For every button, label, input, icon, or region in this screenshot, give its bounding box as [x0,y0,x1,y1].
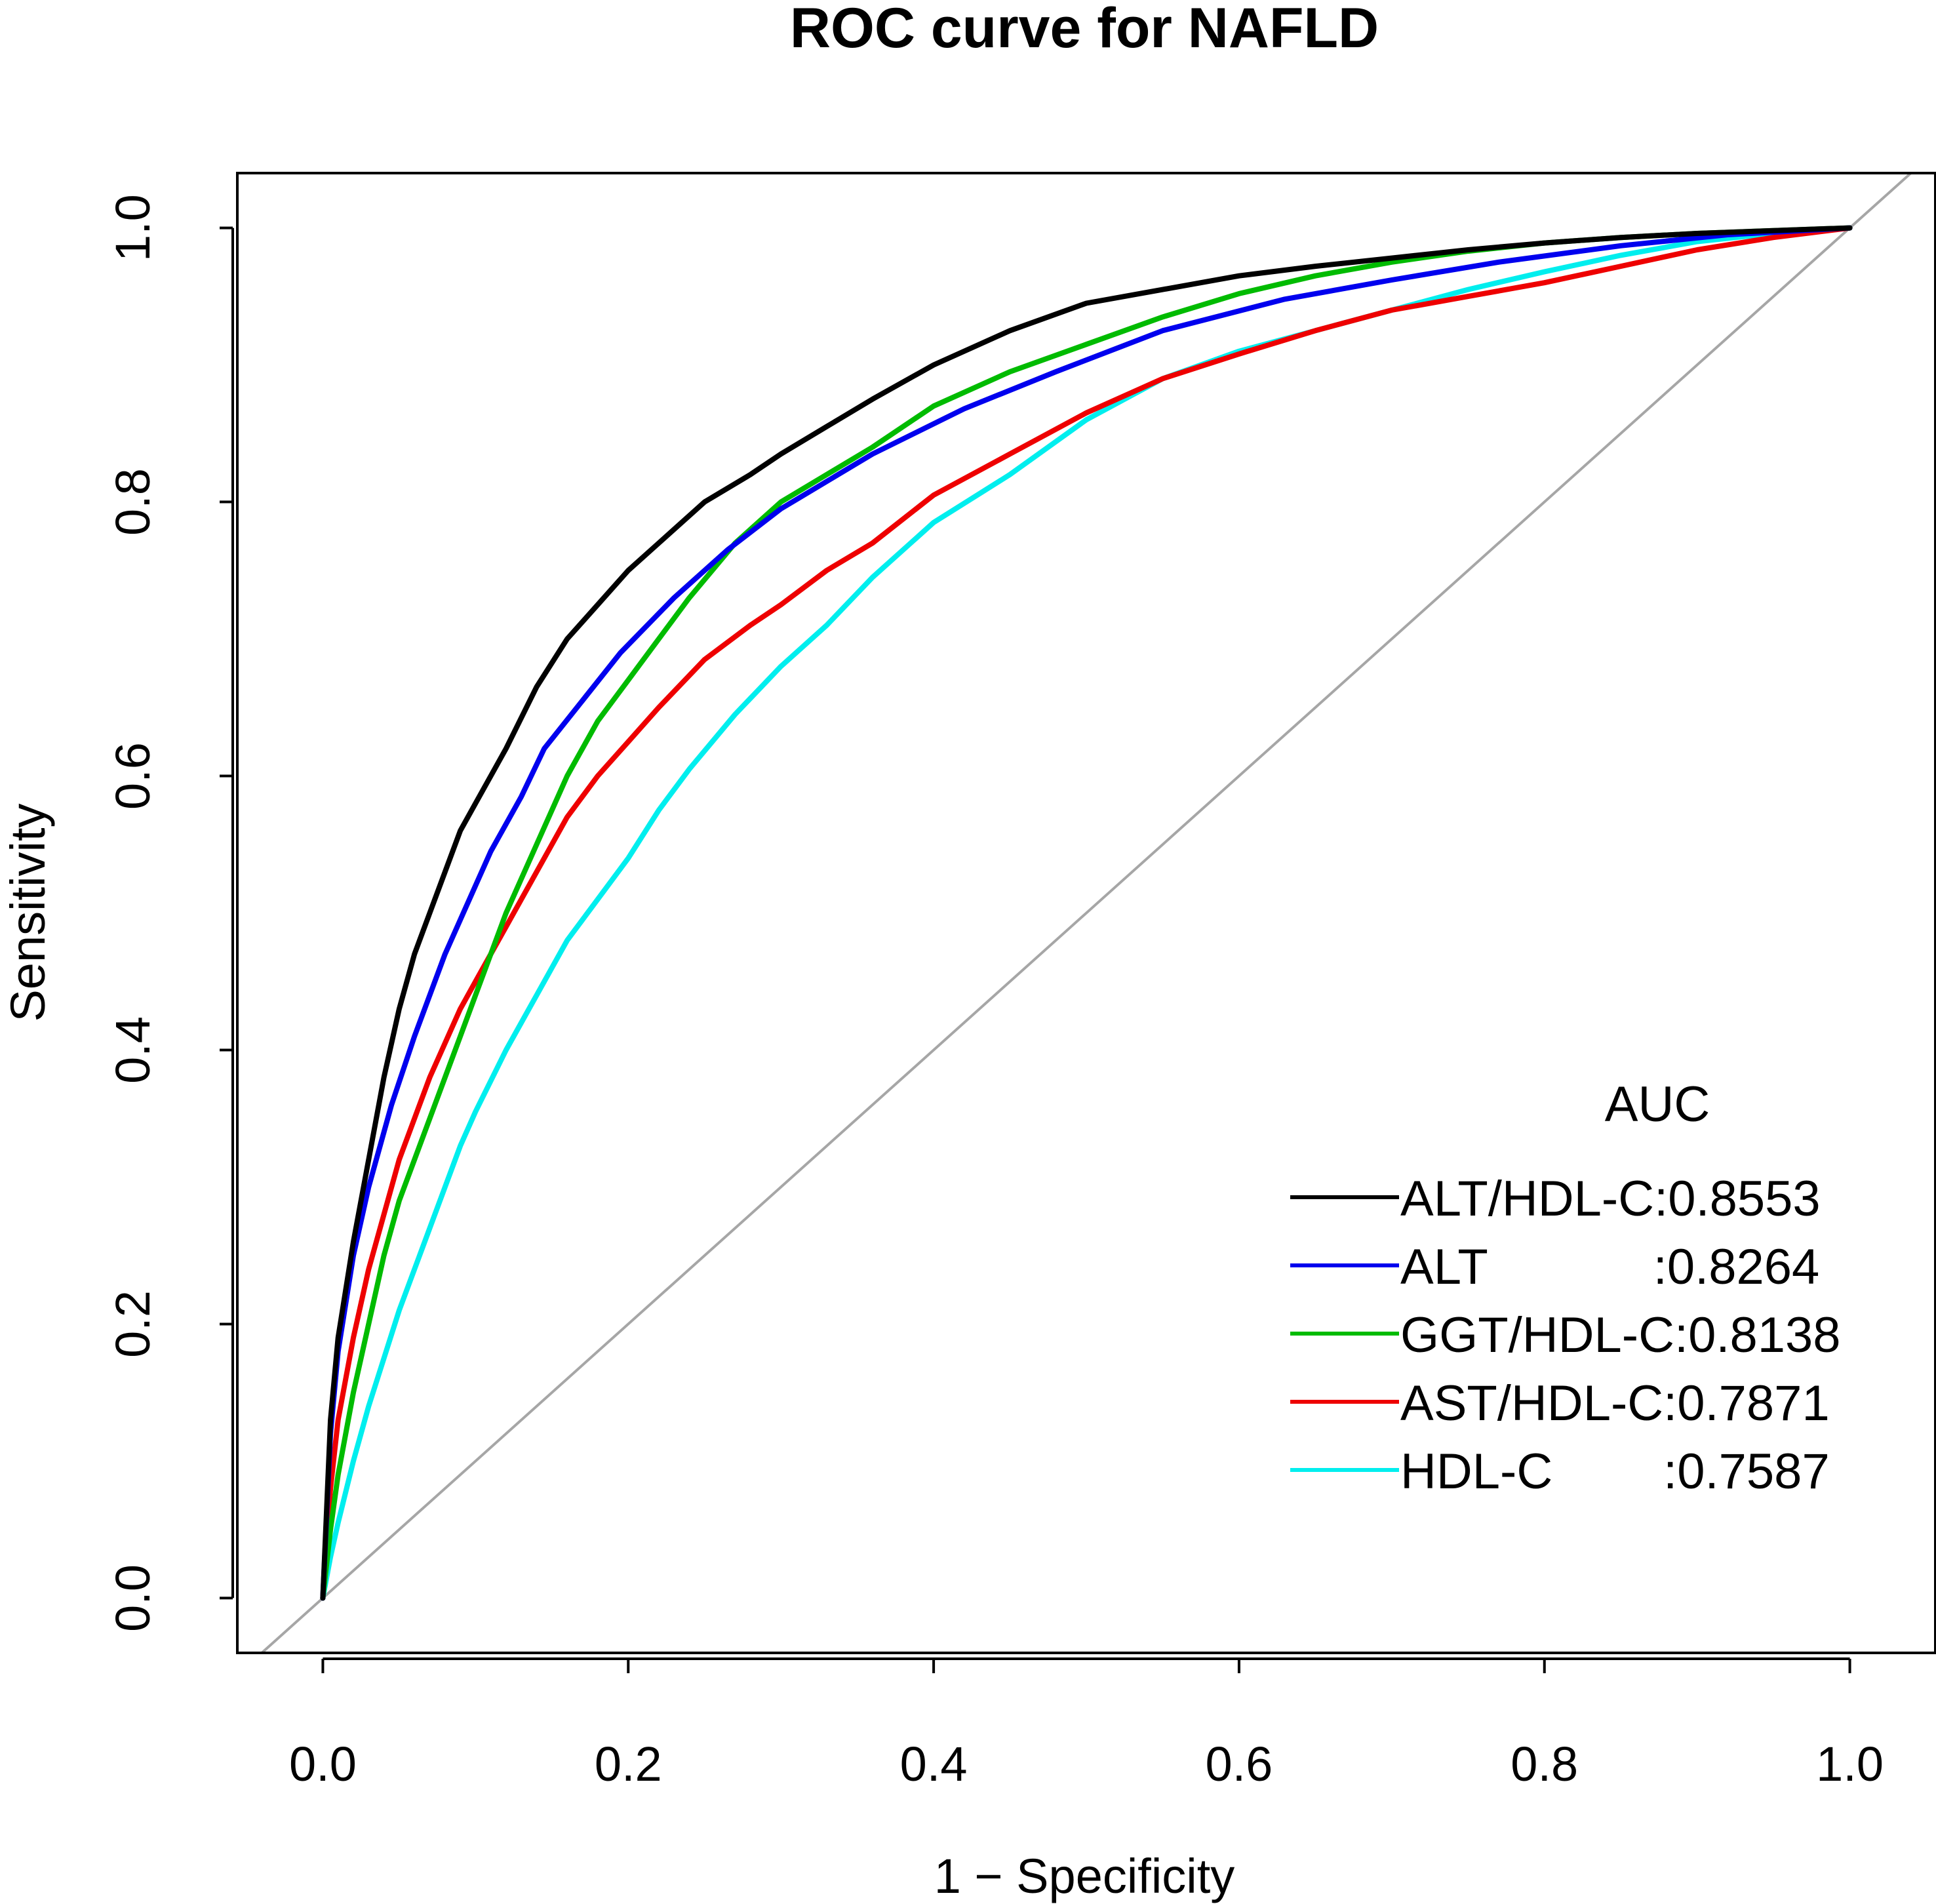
legend-label: AST/HDL-C:0.7871 [1400,1376,1830,1431]
legend: AUC ALT/HDL-C:0.8553 ALT :0.8264 GGT/HDL-C… [1290,1077,1841,1499]
reference-diagonal-line [260,173,1913,1653]
x-tick-label: 0.4 [900,1737,968,1791]
series-line-ast-hdl-c [320,225,1853,1601]
legend-label: GGT/HDL-C:0.8138 [1400,1307,1841,1363]
legend-label: ALT/HDL-C:0.8553 [1400,1171,1821,1227]
x-tick-label: 0.0 [289,1737,357,1791]
y-tick-label: 0.0 [106,1564,160,1632]
series-line-alt-hdl-c [320,225,1853,1601]
plot-area [260,173,1913,1653]
y-tick-label: 0.8 [106,468,160,536]
legend-title: AUC [1605,1077,1710,1132]
series-line-ggt-hdl-c [320,225,1853,1601]
legend-label: ALT :0.8264 [1400,1239,1819,1295]
series-line-alt [320,225,1853,1601]
y-axis: 0.0 0.2 0.4 0.6 0.8 1.0 [106,194,234,1632]
x-tick-label: 0.2 [595,1737,662,1791]
legend-label: HDL-C :0.7587 [1400,1444,1830,1499]
x-axis: 0.0 0.2 0.4 0.6 0.8 1.0 [289,1657,1884,1791]
x-tick-label: 0.6 [1205,1737,1273,1791]
y-tick-label: 0.2 [106,1290,160,1358]
chart-title: ROC curve for NAFLD [790,0,1379,60]
y-tick-label: 0.6 [106,742,160,810]
x-tick-label: 1.0 [1816,1737,1884,1791]
x-axis-label: 1 − Specificity [934,1849,1235,1903]
y-axis-label: Sensitivity [1,803,55,1021]
y-tick-label: 0.4 [106,1016,160,1084]
x-tick-label: 0.8 [1511,1737,1578,1791]
plot-frame [236,172,1936,1654]
y-tick-label: 1.0 [106,194,160,262]
